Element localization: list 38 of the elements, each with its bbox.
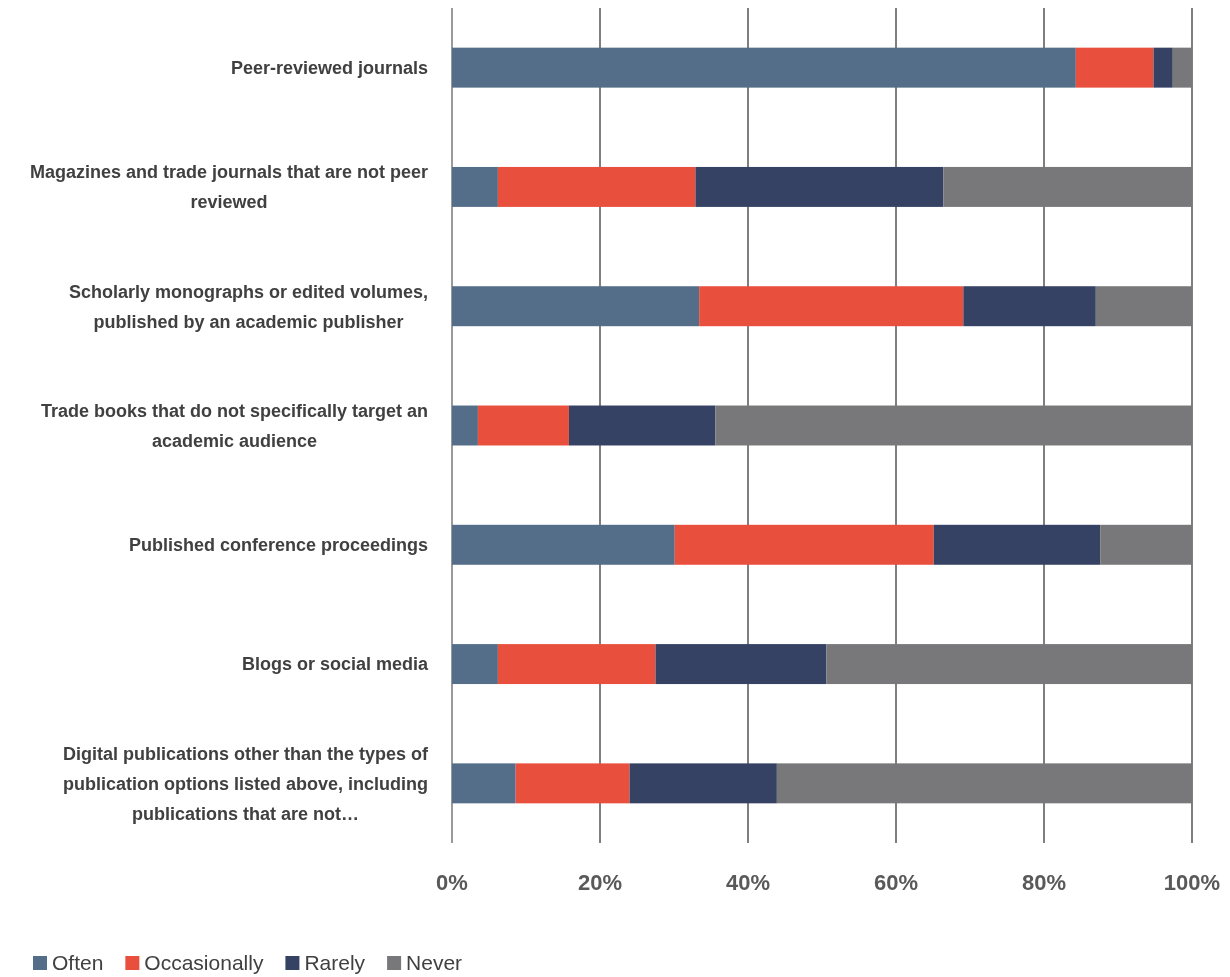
bar: [452, 166, 498, 207]
bar: [477, 405, 569, 446]
y-tick-label: Peer-reviewed journals: [230, 57, 428, 78]
x-tick-label: 0%: [436, 869, 468, 895]
bar: [497, 644, 656, 685]
bar: [515, 763, 630, 804]
bar: [695, 166, 944, 207]
x-tick-label: 80%: [1021, 869, 1067, 895]
bar: [963, 286, 1096, 327]
bar: [452, 405, 478, 446]
y-tick-label: Published conference proceedings: [128, 535, 428, 556]
legend-label: Often: [52, 951, 104, 975]
bar: [1075, 47, 1154, 88]
legend-label: Occasionally: [144, 951, 264, 975]
y-tick-label: Magazines and trade journals that are not peer reviewed: [29, 162, 428, 213]
bar: [452, 47, 1076, 88]
y-tick-label: Scholarly monographs or edited volumes, published by an academic publisher: [68, 281, 428, 332]
bar: [452, 644, 498, 685]
bar: [629, 763, 777, 804]
bar: [655, 644, 827, 685]
bar: [452, 286, 700, 327]
x-tick-label: 40%: [725, 869, 771, 895]
bar: [933, 524, 1101, 565]
bar: [1153, 47, 1173, 88]
bar: [674, 524, 934, 565]
y-tick-label: Blogs or social media: [241, 654, 429, 675]
bar: [497, 166, 696, 207]
bar: [699, 286, 964, 327]
bar: [568, 405, 716, 446]
legend-label: Rarely: [304, 951, 366, 975]
x-tick-label: 60%: [873, 869, 919, 895]
y-tick-label: Trade books that do not specifically target an academic audience: [40, 400, 429, 451]
y-tick-label: Digital publications other than the types of publication options listed above, including publications that are not…: [62, 743, 429, 824]
bar: [452, 524, 675, 565]
x-tick-label: 20%: [577, 869, 623, 895]
legend-label: Never: [406, 951, 463, 975]
x-tick-label: 100%: [1163, 869, 1221, 895]
bar: [452, 763, 516, 804]
